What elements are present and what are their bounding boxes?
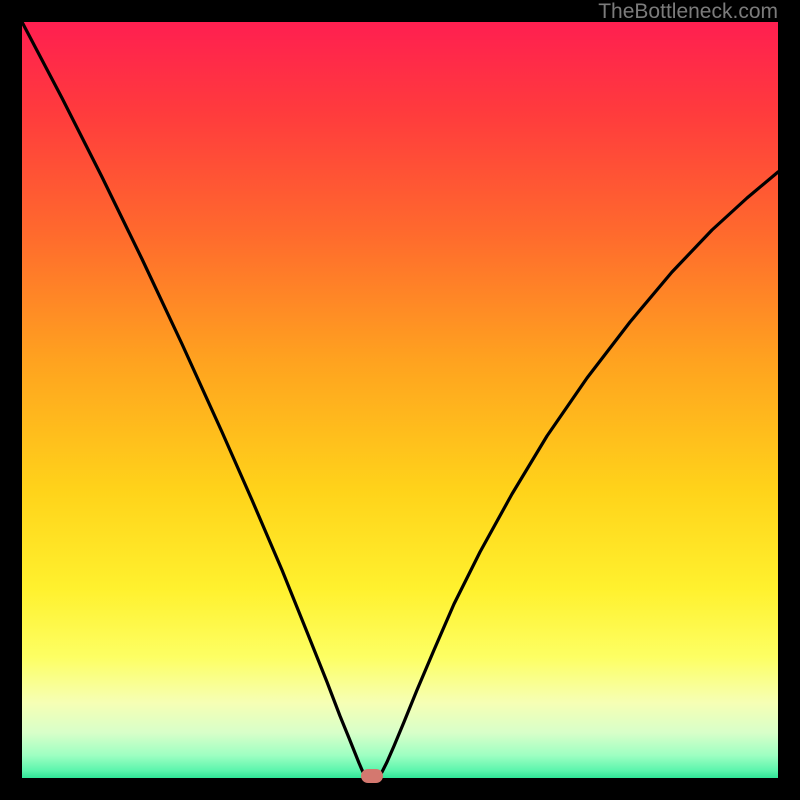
chart-frame: TheBottleneck.com xyxy=(0,0,800,800)
optimum-marker xyxy=(372,776,373,777)
curve-left-branch xyxy=(22,22,367,778)
bottleneck-curve xyxy=(22,22,778,778)
watermark-label: TheBottleneck.com xyxy=(598,0,778,24)
plot-area xyxy=(22,22,778,778)
curve-right-branch xyxy=(377,172,778,778)
